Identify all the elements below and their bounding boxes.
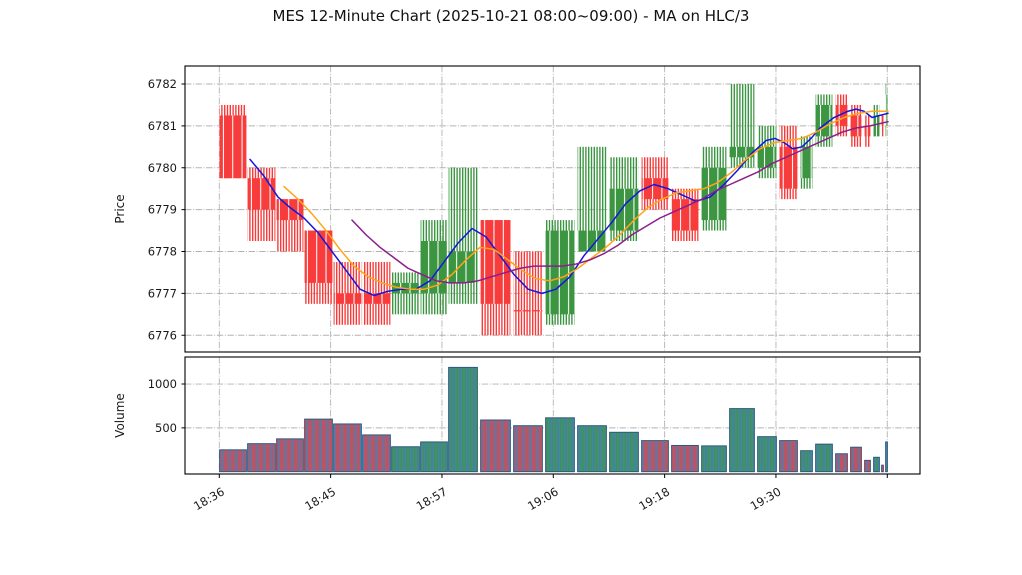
price-tick-label: 6777 — [148, 286, 177, 300]
x-tick-label: 19:06 — [525, 484, 561, 513]
candle-body — [247, 178, 276, 210]
volume-bar-hatch — [701, 445, 727, 473]
ma-mid-line — [283, 110, 889, 290]
price-tick-label: 6781 — [148, 119, 177, 133]
volume-bar-hatch — [577, 425, 607, 473]
volume-bar-hatch — [420, 441, 448, 473]
volume-bar-hatch — [391, 446, 420, 473]
volume-bar-hatch — [881, 464, 884, 473]
volume-bar-hatch — [333, 423, 362, 473]
candle-wick — [513, 251, 543, 336]
ma-slow-line — [351, 120, 889, 284]
x-tick-label: 18:36 — [191, 484, 227, 513]
x-tick-label: 19:18 — [636, 484, 672, 513]
price-tick-label: 6778 — [148, 245, 177, 259]
volume-bar-hatch — [247, 443, 276, 473]
candle-body — [850, 115, 862, 137]
volume-bar-hatch — [729, 408, 755, 473]
candle-body — [641, 178, 669, 200]
candle-body — [885, 94, 888, 126]
volume-tick-label: 1000 — [148, 377, 177, 391]
candle-body — [304, 230, 333, 283]
volume-bar-hatch — [641, 440, 669, 473]
price-tick-label: 6782 — [148, 77, 177, 91]
volume-bar-hatch — [757, 436, 777, 473]
volume-layer — [219, 366, 888, 473]
volume-bar-hatch — [545, 417, 575, 473]
volume-bar-hatch — [815, 443, 833, 473]
volume-panel — [184, 356, 921, 475]
candle-body — [420, 241, 448, 294]
candle-body — [609, 188, 639, 231]
candle-body — [757, 146, 777, 168]
price-panel — [184, 65, 921, 353]
candle-body — [779, 146, 798, 189]
candle-body — [671, 199, 699, 231]
volume-tick-label: 500 — [155, 421, 177, 435]
candle-body — [513, 310, 543, 312]
x-tick-label: 19:30 — [748, 484, 784, 513]
volume-bar-hatch — [779, 440, 798, 473]
volume-bar-hatch — [362, 434, 391, 473]
ma-fast-line — [249, 108, 889, 297]
candle-body — [881, 115, 884, 126]
volume-bar-hatch — [873, 456, 880, 473]
volume-bar-hatch — [513, 425, 543, 473]
candle-body — [577, 230, 607, 252]
volume-bar-hatch — [276, 438, 304, 473]
x-tick-label: 18:45 — [302, 484, 338, 513]
candle-body — [864, 125, 871, 137]
volume-bar-hatch — [850, 446, 862, 473]
volume-bar-hatch — [671, 444, 699, 473]
x-tick-label: 18:57 — [414, 484, 450, 513]
volume-bar-hatch — [480, 419, 511, 473]
volume-bar-hatch — [885, 441, 888, 473]
candle-body — [835, 104, 848, 126]
volume-axis-label: Volume — [113, 393, 127, 438]
tick-marks — [181, 83, 888, 478]
panel-frames — [184, 65, 921, 475]
candle-body — [800, 146, 813, 179]
volume-bar-hatch — [219, 449, 247, 473]
candle-body — [219, 115, 247, 179]
volume-bar-hatch — [835, 453, 848, 473]
candle-body — [362, 293, 391, 304]
candle-body — [448, 251, 478, 283]
price-axis-label: Price — [113, 194, 127, 223]
candle-body — [276, 199, 304, 221]
candle-body — [729, 146, 755, 158]
price-tick-label: 6776 — [148, 328, 177, 342]
candle-body — [873, 115, 880, 137]
candle-body — [333, 293, 362, 304]
chart-title: MES 12-Minute Chart (2025-10-21 08:00~09… — [272, 7, 750, 25]
price-tick-label: 6779 — [148, 203, 177, 217]
volume-bar-hatch — [304, 418, 333, 473]
volume-bar-hatch — [864, 459, 871, 473]
volume-bar-hatch — [800, 450, 813, 473]
volume-bar-hatch — [448, 366, 478, 473]
volume-bar-hatch — [609, 431, 639, 473]
price-tick-label: 6780 — [148, 161, 177, 175]
candle-body — [480, 220, 511, 304]
